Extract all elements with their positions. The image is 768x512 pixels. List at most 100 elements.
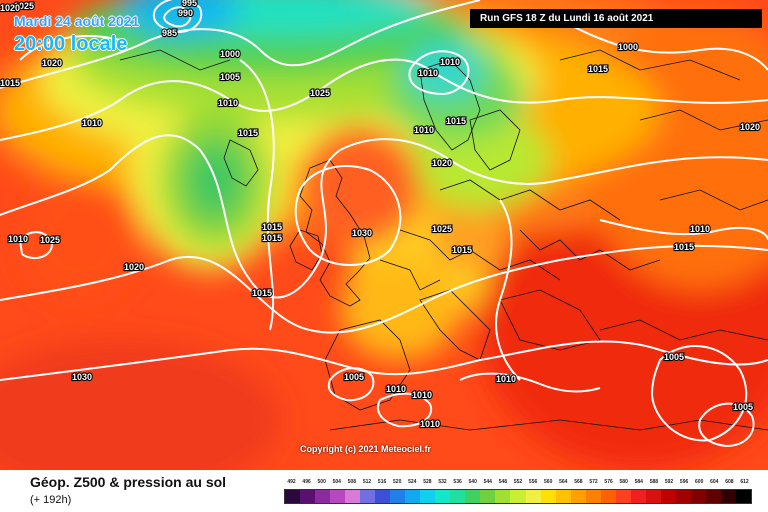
color-scale-swatch — [300, 490, 316, 503]
color-scale-swatch — [435, 490, 451, 503]
forecast-lead-time: (+ 192h) — [30, 494, 72, 506]
color-scale-swatch — [390, 490, 406, 503]
isobar-label: 1015 — [588, 64, 608, 74]
isobar-label: 1030 — [352, 228, 372, 238]
color-scale-label: 560 — [544, 479, 553, 485]
color-scale-label: 508 — [347, 479, 357, 485]
color-scale-label: 532 — [438, 479, 447, 485]
isobar-label: 1010 — [440, 57, 460, 67]
color-scale-swatch — [675, 490, 691, 503]
isobar-label: 1010 — [412, 390, 432, 400]
color-scale-label: 548 — [498, 479, 508, 485]
color-scale-swatch — [660, 490, 676, 503]
color-scale-swatch — [600, 490, 616, 503]
color-scale-swatch — [285, 490, 301, 503]
isobar-label: 1010 — [8, 234, 28, 244]
isobar-label: 1005 — [344, 372, 364, 382]
isobar-label: 1030 — [72, 372, 92, 382]
color-scale-swatch — [510, 490, 526, 503]
color-scale-label: 572 — [589, 479, 598, 485]
isobar-label: 1015 — [0, 78, 20, 88]
color-scale-swatch — [375, 490, 391, 503]
color-scale-legend — [284, 489, 752, 504]
isobar-label: 1010 — [82, 118, 102, 128]
isobar-label: 985 — [162, 28, 177, 38]
color-scale-label: 544 — [483, 479, 492, 485]
isobar-labels: 1025 995 990 985 1000 1005 1010 1015 102… — [0, 0, 761, 430]
forecast-time: 20:00 locale — [14, 33, 128, 55]
color-scale-label: 612 — [740, 479, 749, 485]
color-scale-labels: 492 496 500 504 508 512 516 520 524 528 532 536 540 5… — [284, 479, 752, 489]
color-scale-label: 592 — [664, 479, 674, 485]
color-scale-label: 568 — [574, 479, 583, 485]
isobar-label: 1015 — [238, 128, 258, 138]
isobar-label: 1000 — [618, 42, 638, 52]
color-scale-swatch — [555, 490, 571, 503]
color-scale-label: 588 — [649, 479, 659, 485]
isobar-label: 1015 — [262, 222, 282, 232]
color-scale-label: 604 — [710, 479, 719, 485]
isobar-label: 1025 — [310, 88, 330, 98]
isobar-label: 1015 — [446, 116, 466, 126]
color-scale-label: 512 — [362, 479, 372, 485]
color-scale-swatch — [315, 490, 331, 503]
color-scale-label: 496 — [302, 479, 311, 485]
color-scale-swatch — [630, 490, 646, 503]
color-scale-label: 600 — [695, 479, 704, 485]
color-scale-label: 492 — [287, 479, 296, 485]
isobar-label: 1005 — [733, 402, 753, 412]
isobar-label: 1015 — [452, 245, 472, 255]
color-scale-swatch — [645, 490, 661, 503]
color-scale-label: 540 — [468, 479, 477, 485]
isobar-label: 1010 — [414, 125, 434, 135]
isobar-label: 1000 — [220, 49, 240, 59]
color-scale-label: 556 — [528, 479, 538, 485]
isobar-label: 1020 — [124, 262, 144, 272]
color-scale-label: 596 — [679, 479, 689, 485]
isobar-label: 1010 — [690, 224, 710, 234]
color-scale-swatch — [720, 490, 736, 503]
color-scale-label: 564 — [559, 479, 568, 485]
isobar-label: 1020 — [740, 122, 760, 132]
color-scale-swatch — [540, 490, 556, 503]
color-scale-swatch — [450, 490, 466, 503]
isobar-label: 1005 — [220, 72, 240, 82]
color-scale-swatch — [525, 490, 541, 503]
isobar-label: 1010 — [420, 419, 440, 429]
isobar-label: 1020 — [432, 158, 452, 168]
color-scale-label: 524 — [408, 479, 417, 485]
isobar-label: 1015 — [252, 288, 272, 298]
isobars — [0, 0, 768, 448]
isobar-label: 1005 — [664, 352, 684, 362]
color-scale-swatch — [495, 490, 511, 503]
color-scale-swatch — [705, 490, 721, 503]
color-scale-swatch — [480, 490, 496, 503]
isobar-label: 1025 — [432, 224, 452, 234]
color-scale-swatch — [735, 490, 751, 503]
color-scale-label: 516 — [377, 479, 387, 485]
color-scale-swatch — [360, 490, 376, 503]
isobar-label: 990 — [178, 8, 193, 18]
isobar-label: 1025 — [14, 1, 34, 11]
copyright-text: Copyright (c) 2021 Meteociel.fr — [300, 444, 432, 454]
color-scale-label: 528 — [423, 479, 432, 485]
isobar-label: 1010 — [496, 374, 516, 384]
isobar-label: 1010 — [418, 68, 438, 78]
color-scale-label: 576 — [604, 479, 613, 485]
isobar-label: 1010 — [386, 384, 406, 394]
isobar-label: 1015 — [674, 242, 694, 252]
color-scale-label: 552 — [513, 479, 523, 485]
color-scale-swatch — [330, 490, 346, 503]
color-scale-label: 500 — [317, 479, 326, 485]
color-scale-swatch — [615, 490, 631, 503]
color-scale-label: 584 — [634, 479, 643, 485]
isobar-label: 1010 — [218, 98, 238, 108]
color-scale-label: 504 — [332, 479, 341, 485]
color-scale-label: 608 — [725, 479, 734, 485]
forecast-date: Mardi 24 août 2021 — [14, 13, 140, 29]
color-scale-swatch — [420, 490, 436, 503]
color-scale-swatch — [570, 490, 586, 503]
color-scale-swatch — [585, 490, 601, 503]
color-scale-swatch — [690, 490, 706, 503]
